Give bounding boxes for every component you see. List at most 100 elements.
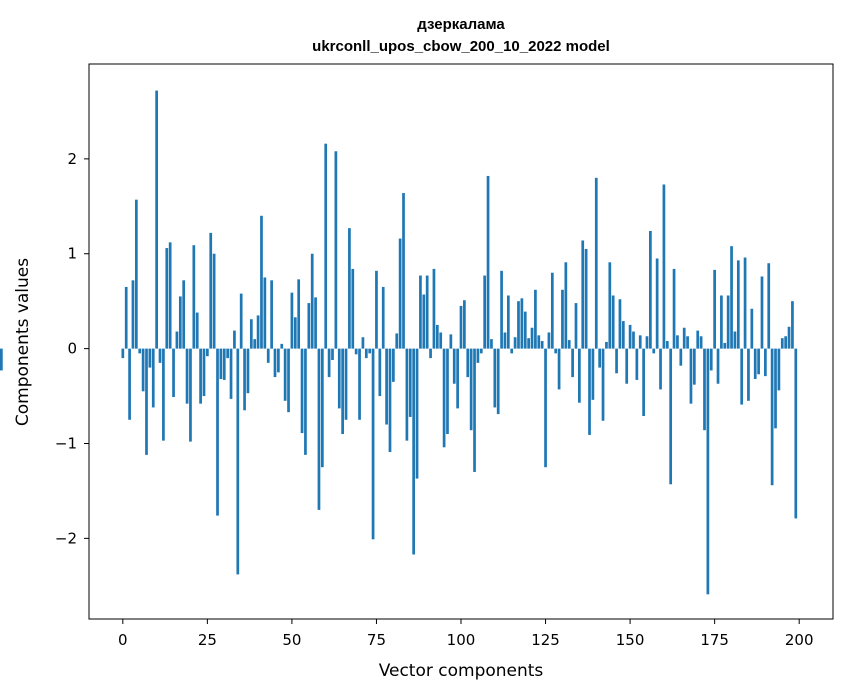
bar-16 — [175, 331, 179, 349]
bar-48 — [283, 348, 287, 401]
bars-group — [0, 90, 798, 595]
bar-179 — [726, 295, 730, 349]
bar-117 — [517, 301, 520, 349]
bar-42 — [263, 277, 267, 349]
bar-89 — [422, 294, 426, 349]
bar-161 — [665, 341, 669, 349]
x-tick-label: 200 — [785, 631, 814, 649]
bar-174 — [709, 348, 713, 371]
bar-100 — [459, 305, 463, 349]
bar-97 — [449, 334, 453, 349]
bar-159 — [659, 348, 662, 390]
bar-49 — [287, 348, 290, 413]
bar-57 — [314, 297, 317, 349]
bar-17 — [178, 296, 182, 349]
bar-165 — [679, 348, 683, 366]
bar-28 — [216, 348, 219, 516]
bar-195 — [780, 338, 784, 349]
bar-96 — [446, 348, 449, 434]
bar-22 — [195, 312, 199, 349]
bar-188 — [757, 348, 760, 375]
bar-45 — [273, 348, 277, 378]
bar-175 — [713, 269, 716, 349]
bar-168 — [689, 348, 693, 404]
bar-144 — [608, 262, 612, 349]
y-tick-label: −1 — [55, 434, 77, 452]
bar-66 — [344, 348, 348, 420]
bar-145 — [611, 295, 615, 349]
bar-93 — [435, 324, 439, 349]
bar-146 — [615, 348, 618, 374]
bar-56 — [310, 253, 314, 349]
bar-44 — [270, 280, 273, 349]
bar-20 — [189, 348, 192, 442]
x-tick-label: 150 — [616, 631, 645, 649]
bar-181 — [733, 331, 737, 349]
x-tick-label: 75 — [367, 631, 386, 649]
bar-153 — [638, 335, 642, 349]
bar-37 — [246, 348, 250, 394]
bar-162 — [669, 348, 673, 485]
x-tick-label: 175 — [700, 631, 729, 649]
bar-11 — [158, 348, 162, 363]
bar-152 — [635, 348, 639, 380]
bar-148 — [621, 321, 625, 349]
bar-6 — [141, 348, 145, 392]
x-tick-label: 0 — [118, 631, 128, 649]
bar-178 — [723, 342, 727, 349]
bar-103 — [469, 348, 473, 431]
bar-4 — [134, 199, 138, 349]
bar-131 — [564, 262, 568, 349]
bar-18 — [182, 280, 186, 349]
bar-70 — [358, 348, 361, 420]
bar-192 — [770, 348, 774, 486]
bar-91 — [429, 348, 432, 359]
bar-33 — [233, 330, 236, 349]
bar-94 — [439, 332, 443, 349]
bar-34 — [236, 348, 240, 575]
bar-132 — [567, 340, 571, 349]
bar-7 — [145, 348, 148, 455]
bar-72 — [364, 348, 368, 359]
bar-129 — [557, 348, 561, 390]
bar-2 — [128, 348, 131, 420]
x-tick-label: 100 — [447, 631, 476, 649]
bar-194 — [777, 348, 781, 391]
bar-10 — [155, 90, 158, 349]
bar-71 — [361, 337, 365, 349]
bar-173 — [706, 348, 710, 595]
bar-121 — [530, 327, 534, 349]
bar-107 — [483, 275, 487, 349]
bar-104 — [473, 348, 476, 472]
bar-186 — [750, 308, 754, 349]
bar-3 — [131, 280, 135, 349]
bar-130 — [561, 289, 564, 349]
bar-135 — [578, 348, 581, 403]
bar-88 — [419, 275, 422, 349]
bar-128 — [554, 348, 558, 354]
bar-21 — [192, 245, 196, 349]
bar-12 — [162, 348, 165, 441]
bar-123 — [537, 335, 541, 349]
bar-61 — [327, 348, 331, 378]
x-axis-ticks: 0 25 50 75 100 125 150 175 200 — [118, 619, 814, 649]
bar-189 — [760, 276, 764, 349]
bar-149 — [625, 348, 629, 384]
bar-166 — [682, 327, 686, 349]
bar-156 — [649, 230, 652, 349]
bar-58 — [317, 348, 321, 510]
bar-31 — [226, 348, 230, 359]
bar-39 — [253, 339, 257, 349]
bar-26 — [209, 232, 213, 349]
y-axis-label: Components values — [13, 258, 33, 426]
bar-95 — [442, 348, 446, 448]
bar-170 — [696, 330, 700, 349]
bar-54 — [304, 348, 307, 455]
x-tick-label: 125 — [531, 631, 560, 649]
bar-74 — [371, 348, 375, 540]
bar-undefined — [0, 348, 3, 371]
bar-14 — [168, 242, 172, 349]
bar-167 — [686, 336, 689, 349]
bar-47 — [280, 343, 284, 349]
bar-67 — [348, 228, 351, 349]
